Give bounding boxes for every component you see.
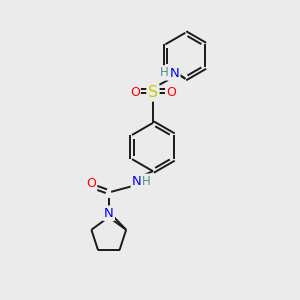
Text: N: N	[104, 207, 114, 220]
Text: H: H	[142, 175, 151, 188]
Text: N: N	[132, 175, 142, 188]
Text: O: O	[166, 86, 176, 99]
Text: S: S	[148, 85, 158, 100]
Text: O: O	[86, 177, 96, 190]
Text: N: N	[169, 67, 179, 80]
Text: H: H	[160, 66, 168, 80]
Text: O: O	[130, 86, 140, 99]
